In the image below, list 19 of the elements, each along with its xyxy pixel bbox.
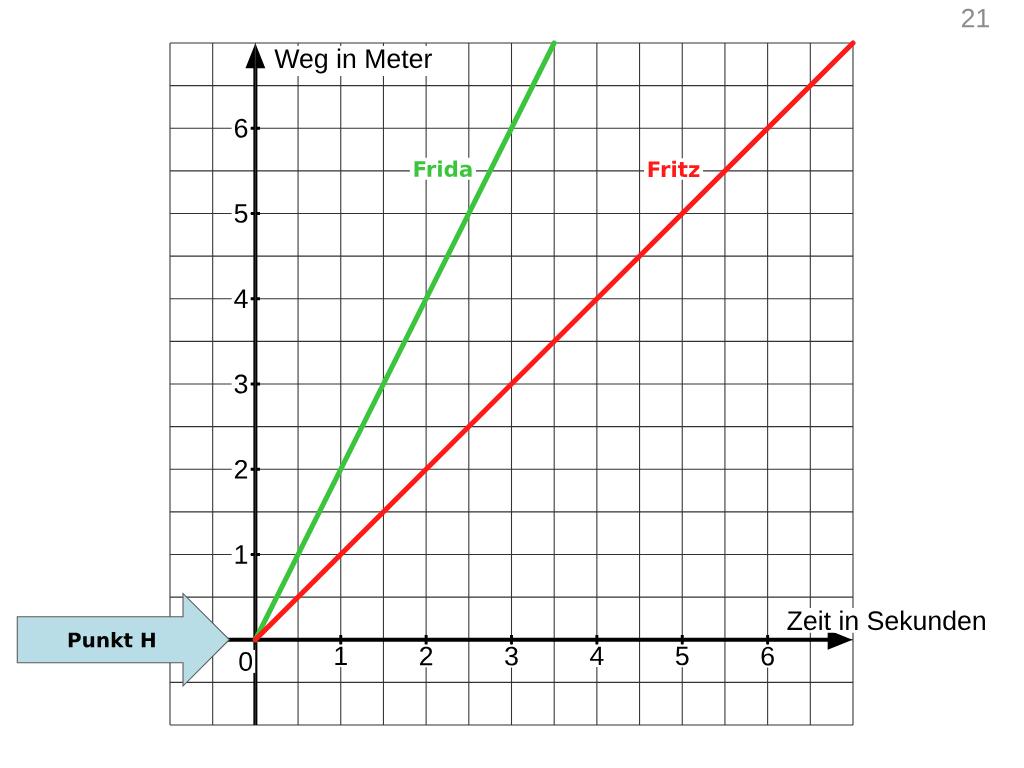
y-tick-label: 2 (234, 459, 248, 479)
y-tick-label: 3 (234, 374, 248, 394)
text: Punkt H (68, 632, 155, 648)
x-tick-label: 0 (239, 652, 253, 671)
x-tick-label: 4 (590, 646, 604, 666)
x-tick-label: 2 (420, 646, 433, 666)
y-tick-label: 4 (234, 289, 248, 308)
x-axis-title: Zeit in Sekunden (787, 610, 985, 631)
text: 21 (961, 8, 989, 28)
y-tick-label: 1 (235, 545, 248, 564)
series-label: Fritz (648, 160, 700, 178)
x-tick-label: 5 (675, 646, 689, 666)
y-axis-title: Weg in Meter (274, 48, 432, 74)
series-label: Frida (414, 160, 472, 178)
x-tick-label: 6 (761, 646, 774, 666)
x-tick-label: 3 (505, 646, 518, 666)
y-tick-label: 5 (234, 204, 248, 223)
x-tick-label: 1 (335, 646, 347, 666)
y-tick-label: 6 (234, 118, 248, 138)
